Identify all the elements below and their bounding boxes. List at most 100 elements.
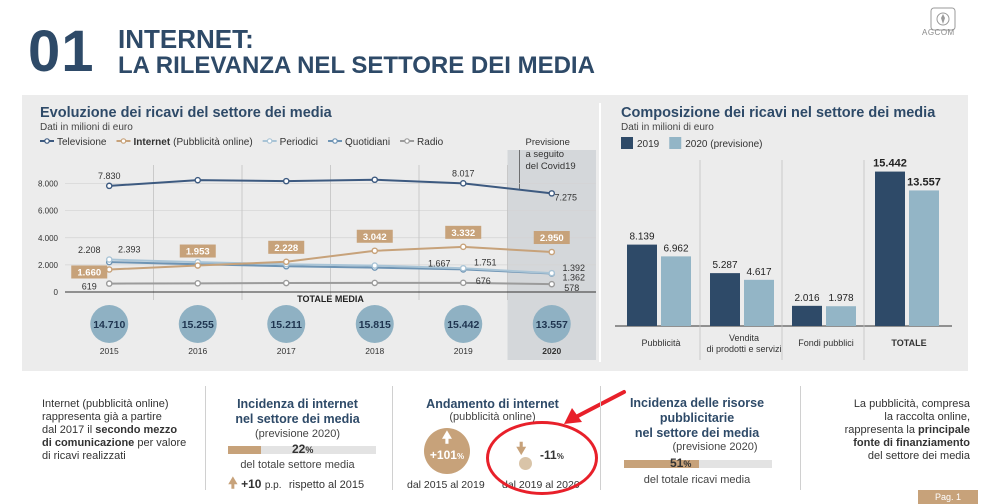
data-point-periodici [459, 264, 467, 272]
total-value: 14.710 [93, 319, 125, 331]
bar-bar2020 [661, 256, 691, 326]
series-line-periodici [109, 258, 552, 275]
red-arrow-icon [564, 390, 626, 424]
data-point-internet [371, 247, 379, 255]
risorse-desc: del totale ricavi media [643, 474, 751, 486]
left-note-line: Internet (pubblicità online) [42, 398, 169, 410]
legend-label: Televisione [57, 137, 107, 148]
right-note-line: rappresenta la principale [844, 424, 970, 436]
data-label-internet: 2.950 [540, 233, 564, 244]
risorse-progress-track [624, 460, 772, 468]
left-note-line: rappresenta già a partire [42, 411, 162, 423]
forecast-label: a seguito [526, 149, 565, 160]
bar-bar2020 [909, 190, 939, 326]
data-label-radio: 619 [82, 282, 97, 292]
legend-swatch-bar2020 [669, 137, 682, 149]
legend-marker [404, 138, 410, 144]
data-point-internet [194, 262, 202, 269]
total-value: 15.255 [182, 319, 214, 331]
data-label-internet: 1.953 [186, 247, 210, 258]
arrow-up-icon: 🠝 [228, 475, 238, 492]
data-label-internet: 1.660 [77, 267, 101, 278]
data-point-tv [459, 180, 467, 187]
bar-data-label: 6.962 [663, 243, 688, 254]
data-label-tv: 7.830 [98, 171, 121, 181]
legend-marker [266, 138, 273, 144]
data-point-periodici [548, 269, 556, 277]
bar-data-label: 4.617 [746, 267, 771, 278]
x-tick-label: 2017 [277, 346, 296, 356]
data-label-periodici: 1.392 [562, 263, 585, 273]
bar-bar2020 [744, 279, 774, 326]
internet-label-box [71, 265, 108, 279]
legend-swatch-bar2019 [621, 137, 633, 149]
incidenza-delta: 🠝 +10 p.p. rispetto al 2015 [228, 475, 365, 492]
right-note-line: fonte di finanziamento [853, 437, 970, 449]
data-point-tv [282, 177, 290, 185]
y-tick-label: 6.000 [38, 207, 59, 216]
bar-bar2019 [792, 305, 822, 326]
data-label-quotidiani: 1.667 [428, 258, 451, 268]
data-point-tv [105, 182, 113, 190]
series-line-radio [109, 281, 552, 286]
legend-label: Periodici [280, 137, 318, 148]
data-point-radio [282, 279, 290, 287]
data-point-periodici [371, 262, 379, 269]
data-point-internet [282, 258, 290, 266]
internet-second-medium-note: Internet (pubblicità online) rappresenta … [42, 398, 212, 463]
legend-label: (Pubblicità online) [173, 137, 253, 148]
series-line-tv [109, 178, 552, 195]
left-note-line: dal 2017 il secondo mezzo [42, 424, 178, 436]
y-tick-label: 0 [54, 288, 59, 297]
totals-label: TOTALE MEDIA [297, 294, 364, 304]
bar-data-label: 1.978 [828, 293, 853, 304]
x-tick-label: 2019 [454, 346, 473, 356]
total-value: 15.211 [270, 319, 302, 331]
data-label-periodici: 2.393 [118, 245, 141, 255]
legend-marker [332, 138, 338, 144]
data-point-radio [459, 279, 467, 287]
data-label-internet: 3.332 [451, 228, 475, 239]
internet-label-box [445, 225, 482, 239]
total-value: 13.557 [536, 319, 568, 331]
bar-legend-label: 2019 [637, 139, 660, 150]
x-tick-label: 2018 [365, 346, 384, 356]
bar-category-label: TOTALE [891, 338, 926, 348]
divider [800, 386, 801, 490]
page-number-tab: Pag. 1 [918, 490, 978, 504]
data-point-tv [371, 176, 379, 184]
bar-data-label: 8.139 [629, 232, 654, 243]
incidenza-desc: del totale settore media [240, 459, 355, 471]
data-label-periodici: 1.751 [474, 257, 497, 267]
y-tick-label: 2.000 [38, 261, 59, 270]
legend-label: Quotidiani [345, 137, 390, 148]
internet-label-box [268, 240, 305, 254]
bar-category-label: di prodotti e servizi [706, 344, 781, 354]
data-point-radio [194, 280, 202, 287]
page-title-line1: INTERNET: [118, 24, 254, 54]
bar-bar2019 [875, 171, 905, 326]
y-tick-label: 4.000 [38, 234, 59, 243]
internet-label-box [533, 231, 570, 245]
bar-data-label: 2.016 [794, 293, 819, 304]
arrow-up-icon: 🠝 [441, 430, 453, 447]
legend-marker [44, 138, 50, 144]
line-chart-title: Evoluzione dei ricavi del settore dei me… [40, 105, 333, 121]
legend-marker [120, 138, 127, 144]
right-note-line: del settore dei media [867, 450, 970, 462]
series-line-quotidiani [109, 261, 552, 275]
internet-label-box [356, 229, 393, 243]
total-value: 15.442 [447, 319, 479, 331]
incidenza-value: 22% [292, 442, 314, 456]
data-label-radio: 676 [476, 276, 491, 286]
bar-chart-title: Composizione dei ricavi nel settore dei … [621, 105, 936, 121]
data-point-radio [105, 280, 113, 287]
data-point-radio [371, 279, 379, 287]
left-note-line: di ricavi realizzati [42, 450, 126, 462]
total-circle [267, 305, 306, 343]
series-line-internet [109, 245, 552, 271]
data-label-quotidiani: 1.362 [562, 273, 585, 283]
page-title-line2: LA RILEVANZA NEL SETTORE DEI MEDIA [118, 52, 595, 79]
right-note-line: la raccolta online, [884, 411, 970, 423]
divider [600, 386, 601, 490]
